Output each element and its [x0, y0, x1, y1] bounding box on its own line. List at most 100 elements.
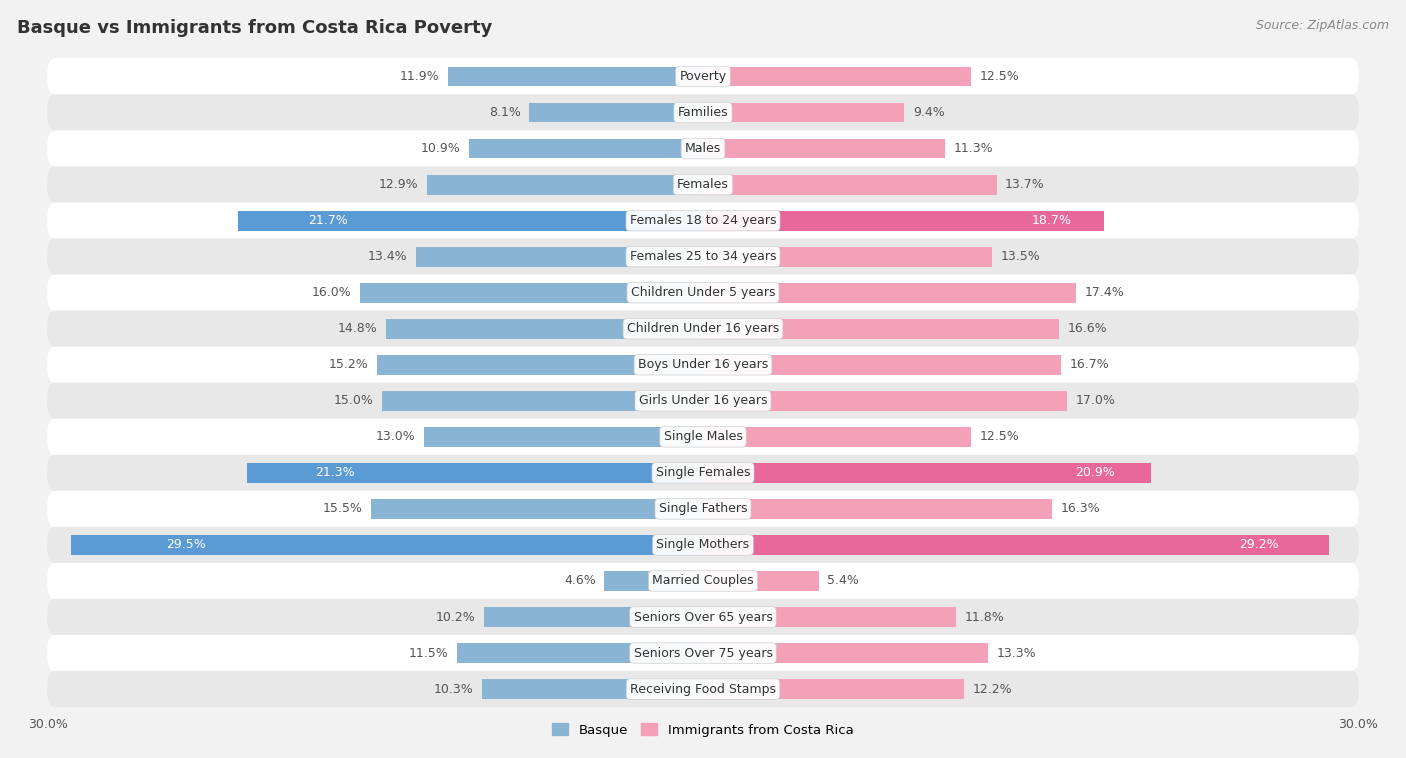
FancyBboxPatch shape [48, 274, 1358, 311]
FancyBboxPatch shape [48, 94, 1358, 130]
Text: 12.5%: 12.5% [980, 431, 1019, 443]
Text: 10.3%: 10.3% [434, 683, 474, 696]
Text: Children Under 16 years: Children Under 16 years [627, 322, 779, 335]
Text: 15.0%: 15.0% [333, 394, 373, 407]
Bar [703, 499, 1052, 518]
Text: Single Males: Single Males [664, 431, 742, 443]
Text: Females 18 to 24 years: Females 18 to 24 years [630, 214, 776, 227]
Text: 12.9%: 12.9% [378, 178, 418, 191]
Text: Single Mothers: Single Mothers [657, 538, 749, 552]
Text: Source: ZipAtlas.com: Source: ZipAtlas.com [1256, 19, 1389, 32]
FancyBboxPatch shape [48, 671, 1358, 707]
Legend: Basque, Immigrants from Costa Rica: Basque, Immigrants from Costa Rica [547, 719, 859, 742]
FancyBboxPatch shape [48, 167, 1358, 203]
Text: 20.9%: 20.9% [1076, 466, 1115, 479]
Bar [703, 607, 956, 627]
FancyBboxPatch shape [48, 599, 1358, 635]
Bar [703, 643, 988, 663]
Text: 16.6%: 16.6% [1067, 322, 1107, 335]
Bar [530, 102, 703, 123]
Text: 9.4%: 9.4% [912, 106, 945, 119]
Bar [416, 247, 703, 267]
FancyBboxPatch shape [48, 130, 1358, 167]
Text: Basque vs Immigrants from Costa Rica Poverty: Basque vs Immigrants from Costa Rica Pov… [17, 19, 492, 37]
FancyBboxPatch shape [48, 383, 1358, 419]
Text: 29.5%: 29.5% [166, 538, 205, 552]
Bar [703, 67, 970, 86]
Text: 4.6%: 4.6% [564, 575, 596, 587]
Bar [703, 571, 818, 591]
Bar [703, 319, 1059, 339]
FancyBboxPatch shape [48, 418, 1358, 455]
Text: 12.5%: 12.5% [980, 70, 1019, 83]
Text: Females 25 to 34 years: Females 25 to 34 years [630, 250, 776, 263]
Bar [605, 571, 703, 591]
Text: Seniors Over 65 years: Seniors Over 65 years [634, 610, 772, 624]
Text: 15.2%: 15.2% [329, 359, 368, 371]
Bar [457, 643, 703, 663]
FancyBboxPatch shape [48, 239, 1358, 275]
Text: 8.1%: 8.1% [489, 106, 520, 119]
Bar [703, 139, 945, 158]
Text: 13.5%: 13.5% [1001, 250, 1040, 263]
Text: 16.3%: 16.3% [1060, 503, 1101, 515]
Text: Receiving Food Stamps: Receiving Food Stamps [630, 683, 776, 696]
Bar [371, 499, 703, 518]
Text: 17.0%: 17.0% [1076, 394, 1116, 407]
Bar [449, 67, 703, 86]
Text: Males: Males [685, 142, 721, 155]
Bar [482, 679, 703, 699]
Text: 13.3%: 13.3% [997, 647, 1036, 659]
Text: 10.9%: 10.9% [422, 142, 461, 155]
Text: Poverty: Poverty [679, 70, 727, 83]
Text: Married Couples: Married Couples [652, 575, 754, 587]
Text: 17.4%: 17.4% [1084, 287, 1125, 299]
Bar [70, 535, 703, 555]
FancyBboxPatch shape [48, 455, 1358, 491]
Bar [703, 463, 1150, 483]
Text: 11.5%: 11.5% [408, 647, 449, 659]
Text: Single Fathers: Single Fathers [659, 503, 747, 515]
Bar [377, 355, 703, 374]
Bar [703, 283, 1076, 302]
Bar [470, 139, 703, 158]
Text: Seniors Over 75 years: Seniors Over 75 years [634, 647, 772, 659]
Text: 13.4%: 13.4% [368, 250, 408, 263]
Text: 16.7%: 16.7% [1070, 359, 1109, 371]
Text: Families: Families [678, 106, 728, 119]
Text: 14.8%: 14.8% [337, 322, 377, 335]
Text: 10.2%: 10.2% [436, 610, 475, 624]
Text: 30.0%: 30.0% [28, 718, 67, 731]
Text: 5.4%: 5.4% [827, 575, 859, 587]
Bar [703, 391, 1067, 411]
FancyBboxPatch shape [48, 346, 1358, 383]
Text: 13.7%: 13.7% [1005, 178, 1045, 191]
Text: Girls Under 16 years: Girls Under 16 years [638, 394, 768, 407]
Text: 13.0%: 13.0% [377, 431, 416, 443]
FancyBboxPatch shape [48, 635, 1358, 672]
Bar [425, 427, 703, 446]
Text: 30.0%: 30.0% [1339, 718, 1378, 731]
Bar [703, 679, 965, 699]
Bar [381, 391, 703, 411]
Text: Single Females: Single Females [655, 466, 751, 479]
FancyBboxPatch shape [48, 490, 1358, 527]
Text: 16.0%: 16.0% [312, 287, 352, 299]
Bar [703, 174, 997, 195]
Bar [485, 607, 703, 627]
Text: 11.9%: 11.9% [399, 70, 440, 83]
FancyBboxPatch shape [48, 202, 1358, 239]
Bar [385, 319, 703, 339]
FancyBboxPatch shape [48, 58, 1358, 95]
Bar [426, 174, 703, 195]
Bar [238, 211, 703, 230]
Text: 12.2%: 12.2% [973, 683, 1012, 696]
Bar [703, 427, 970, 446]
FancyBboxPatch shape [48, 311, 1358, 347]
Text: 11.8%: 11.8% [965, 610, 1004, 624]
Bar [703, 355, 1060, 374]
Bar [703, 102, 904, 123]
Bar [703, 535, 1329, 555]
Text: 21.7%: 21.7% [308, 214, 347, 227]
Text: 15.5%: 15.5% [322, 503, 363, 515]
